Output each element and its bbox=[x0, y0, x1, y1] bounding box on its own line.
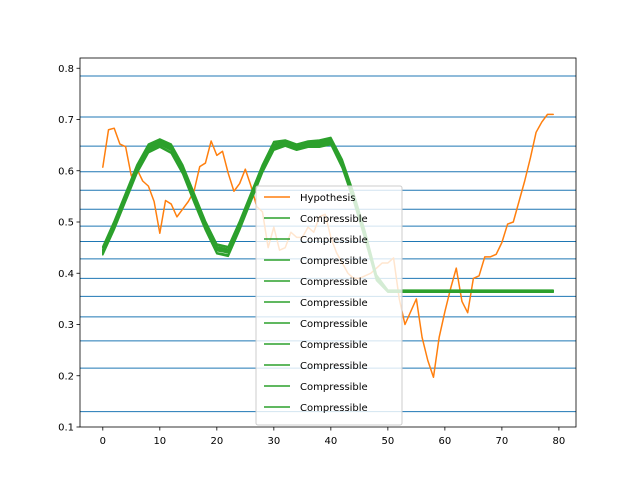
legend-label: Compressible bbox=[300, 403, 368, 414]
x-tick-label: 30 bbox=[267, 436, 280, 447]
y-axis-ticks: 0.1 0.2 0.3 0.4 0.5 0.6 0.7 0.8 bbox=[58, 64, 80, 434]
legend-label: Compressible bbox=[300, 361, 368, 372]
x-tick-label: 80 bbox=[553, 436, 566, 447]
x-tick-label: 70 bbox=[496, 436, 509, 447]
x-tick-label: 20 bbox=[210, 436, 223, 447]
legend: Hypothesis Compressible Compressible Compre… bbox=[255, 185, 403, 426]
y-tick-label: 0.7 bbox=[58, 115, 74, 126]
legend-label: Compressible bbox=[300, 319, 368, 330]
x-tick-label: 10 bbox=[153, 436, 166, 447]
y-tick-label: 0.1 bbox=[58, 423, 74, 434]
series-line bbox=[102, 136, 555, 291]
legend-label: Compressible bbox=[300, 298, 368, 309]
legend-label: Compressible bbox=[300, 235, 368, 246]
series-line bbox=[102, 140, 555, 292]
legend-label: Compressible bbox=[300, 214, 368, 225]
y-tick-label: 0.2 bbox=[58, 371, 74, 382]
y-tick-label: 0.6 bbox=[58, 166, 74, 177]
axes-frame bbox=[79, 57, 577, 428]
y-tick-label: 0.4 bbox=[58, 269, 74, 280]
x-tick-label: 0 bbox=[100, 436, 106, 447]
legend-label: Compressible bbox=[300, 256, 368, 267]
legend-label: Compressible bbox=[300, 340, 368, 351]
x-tick-label: 50 bbox=[381, 436, 394, 447]
x-axis-ticks: 0 10 20 30 40 50 60 70 80 bbox=[100, 427, 566, 447]
y-tick-label: 0.5 bbox=[58, 218, 74, 229]
y-tick-label: 0.8 bbox=[58, 64, 74, 75]
x-tick-label: 40 bbox=[324, 436, 337, 447]
legend-label: Compressible bbox=[300, 382, 368, 393]
y-tick-label: 0.3 bbox=[58, 320, 74, 331]
legend-label: Hypothesis bbox=[300, 193, 356, 204]
legend-box bbox=[255, 185, 403, 426]
legend-label: Compressible bbox=[300, 277, 368, 288]
series-lines bbox=[102, 113, 555, 379]
x-tick-label: 60 bbox=[439, 436, 452, 447]
